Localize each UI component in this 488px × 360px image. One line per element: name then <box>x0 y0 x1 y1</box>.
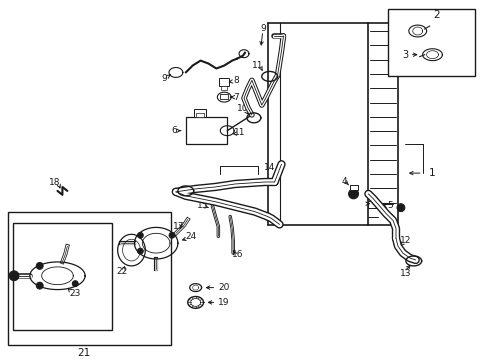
Text: 20: 20 <box>218 283 229 292</box>
Text: 22: 22 <box>116 267 127 276</box>
Text: 17: 17 <box>173 222 184 231</box>
Circle shape <box>9 271 19 281</box>
Text: 19: 19 <box>218 298 229 307</box>
Bar <box>195 113 203 117</box>
Text: 21: 21 <box>77 348 91 358</box>
Bar <box>185 117 227 144</box>
Bar <box>349 185 357 190</box>
Text: 9: 9 <box>161 74 166 83</box>
Circle shape <box>36 282 43 289</box>
Text: 10: 10 <box>237 104 248 113</box>
Circle shape <box>72 281 78 287</box>
Bar <box>221 86 227 90</box>
Text: 1: 1 <box>428 168 435 178</box>
Text: 11: 11 <box>234 128 245 137</box>
Bar <box>193 109 205 117</box>
Bar <box>8 212 171 345</box>
Circle shape <box>137 232 143 238</box>
Text: 4: 4 <box>341 176 347 185</box>
Circle shape <box>396 37 404 45</box>
Bar <box>220 94 228 99</box>
Text: 7: 7 <box>233 93 239 102</box>
Text: 8: 8 <box>233 76 239 85</box>
Circle shape <box>137 248 143 254</box>
Text: 13: 13 <box>399 269 411 278</box>
Bar <box>219 78 229 86</box>
Text: 6: 6 <box>171 126 177 135</box>
Text: 3: 3 <box>402 50 408 60</box>
Text: 18: 18 <box>49 177 60 186</box>
Text: 15: 15 <box>196 201 208 210</box>
Text: 14: 14 <box>264 163 275 172</box>
Text: 23: 23 <box>69 289 81 298</box>
Text: 12: 12 <box>399 236 411 245</box>
Circle shape <box>396 204 404 212</box>
Text: 16: 16 <box>232 249 244 258</box>
Text: 24: 24 <box>184 232 196 241</box>
Bar <box>367 201 377 208</box>
Circle shape <box>348 189 358 199</box>
Bar <box>13 224 112 330</box>
Text: 9: 9 <box>259 23 265 32</box>
Text: 11: 11 <box>251 61 263 70</box>
Text: 5: 5 <box>386 201 392 210</box>
Bar <box>387 9 474 76</box>
Circle shape <box>36 262 43 269</box>
Text: 2: 2 <box>432 10 439 20</box>
Circle shape <box>169 232 175 238</box>
